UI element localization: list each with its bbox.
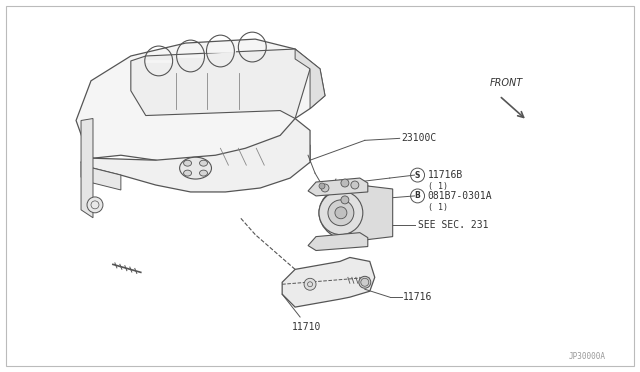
Polygon shape [308,232,368,250]
Polygon shape [308,178,368,196]
Polygon shape [76,39,325,182]
Text: ( 1): ( 1) [428,203,447,212]
Text: ( 1): ( 1) [428,183,447,192]
Circle shape [304,278,316,290]
Ellipse shape [184,160,191,166]
Ellipse shape [200,160,207,166]
Ellipse shape [200,170,207,176]
Polygon shape [81,119,310,192]
Circle shape [359,276,371,288]
Text: 11716B: 11716B [428,170,463,180]
Text: SEE SEC. 231: SEE SEC. 231 [417,220,488,230]
Circle shape [341,179,349,187]
Polygon shape [131,49,310,119]
Ellipse shape [319,184,390,241]
Text: 23100C: 23100C [402,133,437,143]
Polygon shape [295,49,325,109]
Text: 11710: 11710 [292,322,321,332]
Text: S: S [415,171,420,180]
Text: JP30000A: JP30000A [569,352,606,361]
Circle shape [87,197,103,213]
Text: FRONT: FRONT [489,78,522,88]
Polygon shape [351,184,393,241]
Circle shape [319,183,325,189]
Polygon shape [282,257,375,307]
Text: B: B [415,192,420,201]
Circle shape [321,184,329,192]
Ellipse shape [180,157,211,179]
Circle shape [328,200,354,226]
Polygon shape [81,162,121,190]
Circle shape [335,207,347,219]
Text: 081B7-0301A: 081B7-0301A [428,191,492,201]
Polygon shape [81,119,93,218]
Circle shape [341,196,349,204]
Ellipse shape [184,170,191,176]
Circle shape [319,191,363,235]
Circle shape [351,181,359,189]
Text: 11716: 11716 [403,292,432,302]
